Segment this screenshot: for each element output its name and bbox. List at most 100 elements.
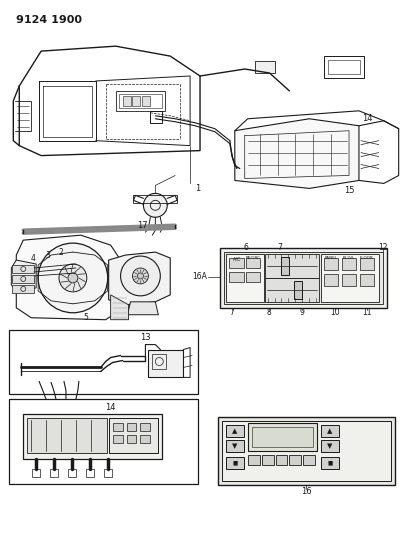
- Bar: [246, 258, 260, 268]
- Bar: [360, 258, 374, 270]
- Bar: [113, 435, 122, 443]
- Text: 10: 10: [330, 308, 340, 317]
- Bar: [226, 440, 244, 452]
- Polygon shape: [16, 235, 120, 320]
- Circle shape: [137, 273, 143, 279]
- Bar: [68, 469, 76, 477]
- Bar: [27, 418, 107, 453]
- Text: BI-LVL: BI-LVL: [343, 256, 355, 260]
- Bar: [12, 275, 34, 283]
- Bar: [127, 435, 136, 443]
- Bar: [122, 96, 131, 106]
- Text: A/C: A/C: [233, 256, 241, 261]
- Bar: [218, 417, 395, 485]
- Text: 9124 1900: 9124 1900: [16, 15, 82, 25]
- Bar: [50, 469, 58, 477]
- Bar: [248, 455, 260, 465]
- Bar: [115, 91, 165, 111]
- Bar: [265, 254, 319, 278]
- Bar: [342, 274, 356, 286]
- Text: 9: 9: [300, 308, 305, 317]
- Bar: [9, 399, 198, 484]
- Text: ▼: ▼: [232, 443, 238, 449]
- Bar: [224, 252, 383, 304]
- Bar: [220, 248, 387, 308]
- Bar: [104, 469, 112, 477]
- Text: 12: 12: [378, 243, 388, 252]
- Text: ■: ■: [232, 461, 238, 465]
- Text: 17: 17: [137, 221, 148, 230]
- Bar: [141, 423, 150, 431]
- Bar: [226, 457, 244, 469]
- Bar: [255, 61, 275, 73]
- Text: 5: 5: [83, 313, 88, 322]
- Bar: [9, 330, 198, 394]
- Polygon shape: [235, 119, 359, 188]
- Text: ■: ■: [328, 461, 333, 465]
- Text: 4: 4: [31, 254, 36, 263]
- Text: ▲: ▲: [232, 428, 238, 434]
- Polygon shape: [111, 295, 129, 320]
- Text: RECIRC: RECIRC: [245, 256, 260, 260]
- Bar: [150, 111, 162, 123]
- Text: 14: 14: [362, 114, 372, 123]
- Text: 8: 8: [266, 308, 271, 317]
- Bar: [109, 418, 158, 453]
- Bar: [328, 60, 360, 74]
- Bar: [360, 274, 374, 286]
- Bar: [303, 455, 315, 465]
- Text: 16: 16: [301, 487, 312, 496]
- Bar: [148, 350, 183, 377]
- Bar: [275, 455, 287, 465]
- Bar: [321, 425, 339, 437]
- Text: 3: 3: [46, 251, 51, 260]
- Circle shape: [143, 193, 167, 217]
- Polygon shape: [127, 302, 158, 315]
- Bar: [119, 94, 162, 108]
- Text: 2: 2: [59, 247, 63, 256]
- Bar: [113, 423, 122, 431]
- Bar: [342, 258, 356, 270]
- Bar: [222, 421, 391, 481]
- Bar: [141, 435, 150, 443]
- Text: ▼: ▼: [328, 443, 333, 449]
- Bar: [246, 272, 260, 282]
- Bar: [132, 96, 141, 106]
- Bar: [294, 281, 302, 299]
- Bar: [32, 469, 40, 477]
- Bar: [23, 414, 162, 459]
- Circle shape: [132, 268, 148, 284]
- Bar: [226, 425, 244, 437]
- Bar: [86, 469, 94, 477]
- Bar: [127, 423, 136, 431]
- Bar: [262, 455, 274, 465]
- Text: 7: 7: [277, 243, 282, 252]
- Bar: [229, 272, 244, 282]
- Text: 13: 13: [140, 333, 151, 342]
- Bar: [226, 254, 263, 302]
- Bar: [282, 257, 289, 275]
- Bar: [152, 353, 166, 369]
- Text: PANEL: PANEL: [325, 256, 338, 260]
- Bar: [324, 56, 364, 78]
- Text: FLOOR: FLOOR: [360, 256, 374, 260]
- Bar: [248, 423, 317, 451]
- Bar: [12, 265, 34, 273]
- Text: ▲: ▲: [328, 428, 333, 434]
- Text: 1: 1: [195, 184, 200, 193]
- Text: 14: 14: [105, 403, 116, 412]
- Circle shape: [38, 243, 108, 313]
- Text: 15: 15: [344, 186, 354, 195]
- Circle shape: [68, 273, 78, 283]
- Bar: [252, 427, 313, 447]
- Text: 6: 6: [243, 243, 248, 252]
- Bar: [324, 258, 338, 270]
- Polygon shape: [12, 260, 36, 292]
- Text: 16A: 16A: [192, 272, 207, 281]
- Bar: [134, 196, 177, 203]
- Bar: [229, 258, 244, 268]
- Bar: [289, 455, 301, 465]
- Bar: [12, 285, 34, 293]
- Circle shape: [59, 264, 87, 292]
- Text: 11: 11: [362, 308, 372, 317]
